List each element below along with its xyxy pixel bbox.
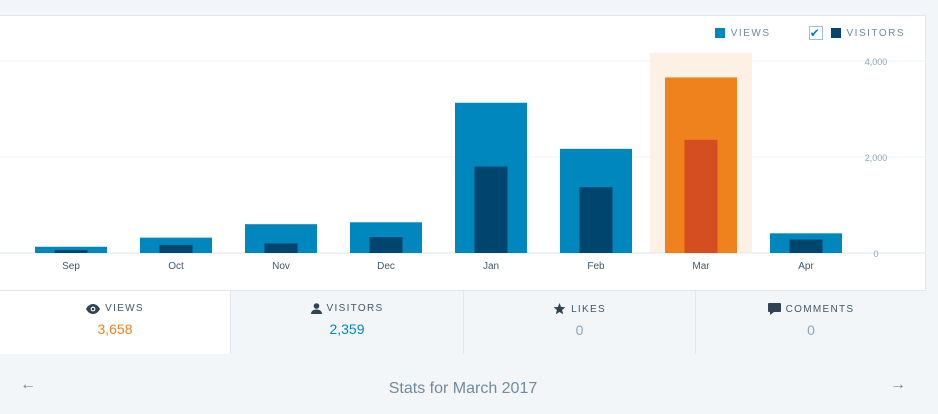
y-tick-label: 2,000	[865, 153, 888, 163]
views-swatch	[714, 28, 725, 38]
x-tick-label: Oct	[168, 261, 184, 272]
period-footer: ← Stats for March 2017 →	[0, 364, 938, 414]
stats-card: Sep Oct Nov Dec Jan Feb Mar Apr 4,000 2,000 0 VIEW…	[0, 15, 926, 354]
y-tick-label: 4,000	[865, 57, 888, 67]
tab-views-value: 3,658	[97, 321, 133, 337]
tab-comments-value: 0	[807, 322, 815, 338]
bar-visitors-oct	[159, 244, 193, 253]
legend-views-label: VIEWS	[730, 27, 771, 39]
bar-chart: Sep Oct Nov Dec Jan Feb Mar Apr 4,000 2,000 0	[0, 53, 926, 272]
tab-likes[interactable]: LIKES 0	[463, 291, 695, 354]
tab-likes-label: LIKES	[571, 303, 606, 315]
eye-icon	[86, 303, 101, 314]
x-tick-label: Dec	[377, 261, 395, 272]
tab-visitors-label: VISITORS	[326, 303, 384, 314]
bar-visitors-mar	[684, 139, 718, 253]
chart-legend: VIEWS ✔ VISITORS	[714, 26, 906, 40]
bar-visitors-apr	[789, 239, 823, 253]
x-tick-label: Apr	[798, 261, 814, 272]
stats-tabs: VIEWS 3,658 VISITORS 2,359 LIKES 0 COMME…	[0, 290, 926, 354]
tab-comments-label-row: COMMENTS	[696, 303, 926, 315]
tab-views[interactable]: VIEWS 3,658	[0, 291, 230, 354]
bar-visitors-jan	[474, 166, 508, 253]
tab-views-label-row: VIEWS	[0, 303, 230, 314]
tab-views-label: VIEWS	[105, 303, 144, 314]
tab-likes-label-row: LIKES	[464, 303, 695, 315]
x-tick-label: Nov	[272, 261, 290, 272]
x-tick-label: Jan	[483, 261, 499, 272]
next-period-arrow-icon[interactable]: →	[890, 376, 906, 393]
comment-icon	[767, 303, 781, 315]
tab-comments[interactable]: COMMENTS 0	[695, 291, 926, 354]
tab-visitors-label-row: VISITORS	[231, 303, 463, 314]
x-tick-label: Sep	[62, 261, 80, 272]
legend-views[interactable]: VIEWS	[714, 27, 771, 39]
bar-visitors-nov	[264, 243, 298, 253]
period-title: Stats for March 2017	[388, 380, 538, 397]
x-tick-label: Mar	[692, 261, 710, 272]
y-tick-label: 0	[873, 249, 878, 259]
legend-visitors-label: VISITORS	[846, 27, 905, 39]
visitors-checkbox[interactable]: ✔	[808, 26, 823, 40]
star-icon	[553, 303, 566, 315]
x-tick-label: Feb	[587, 261, 605, 272]
legend-visitors[interactable]: VISITORS	[830, 27, 906, 39]
prev-period-arrow-icon[interactable]: ←	[20, 376, 36, 393]
bar-visitors-dec	[369, 237, 403, 253]
tab-visitors-value: 2,359	[329, 321, 365, 337]
tab-visitors[interactable]: VISITORS 2,359	[230, 291, 463, 354]
bar-visitors-sep	[54, 250, 88, 253]
visitors-swatch	[830, 28, 841, 38]
tab-likes-value: 0	[575, 322, 584, 338]
bar-views-sep	[35, 246, 107, 253]
tab-comments-label: COMMENTS	[785, 303, 855, 315]
bar-visitors-feb	[579, 187, 613, 253]
person-icon	[310, 303, 322, 314]
